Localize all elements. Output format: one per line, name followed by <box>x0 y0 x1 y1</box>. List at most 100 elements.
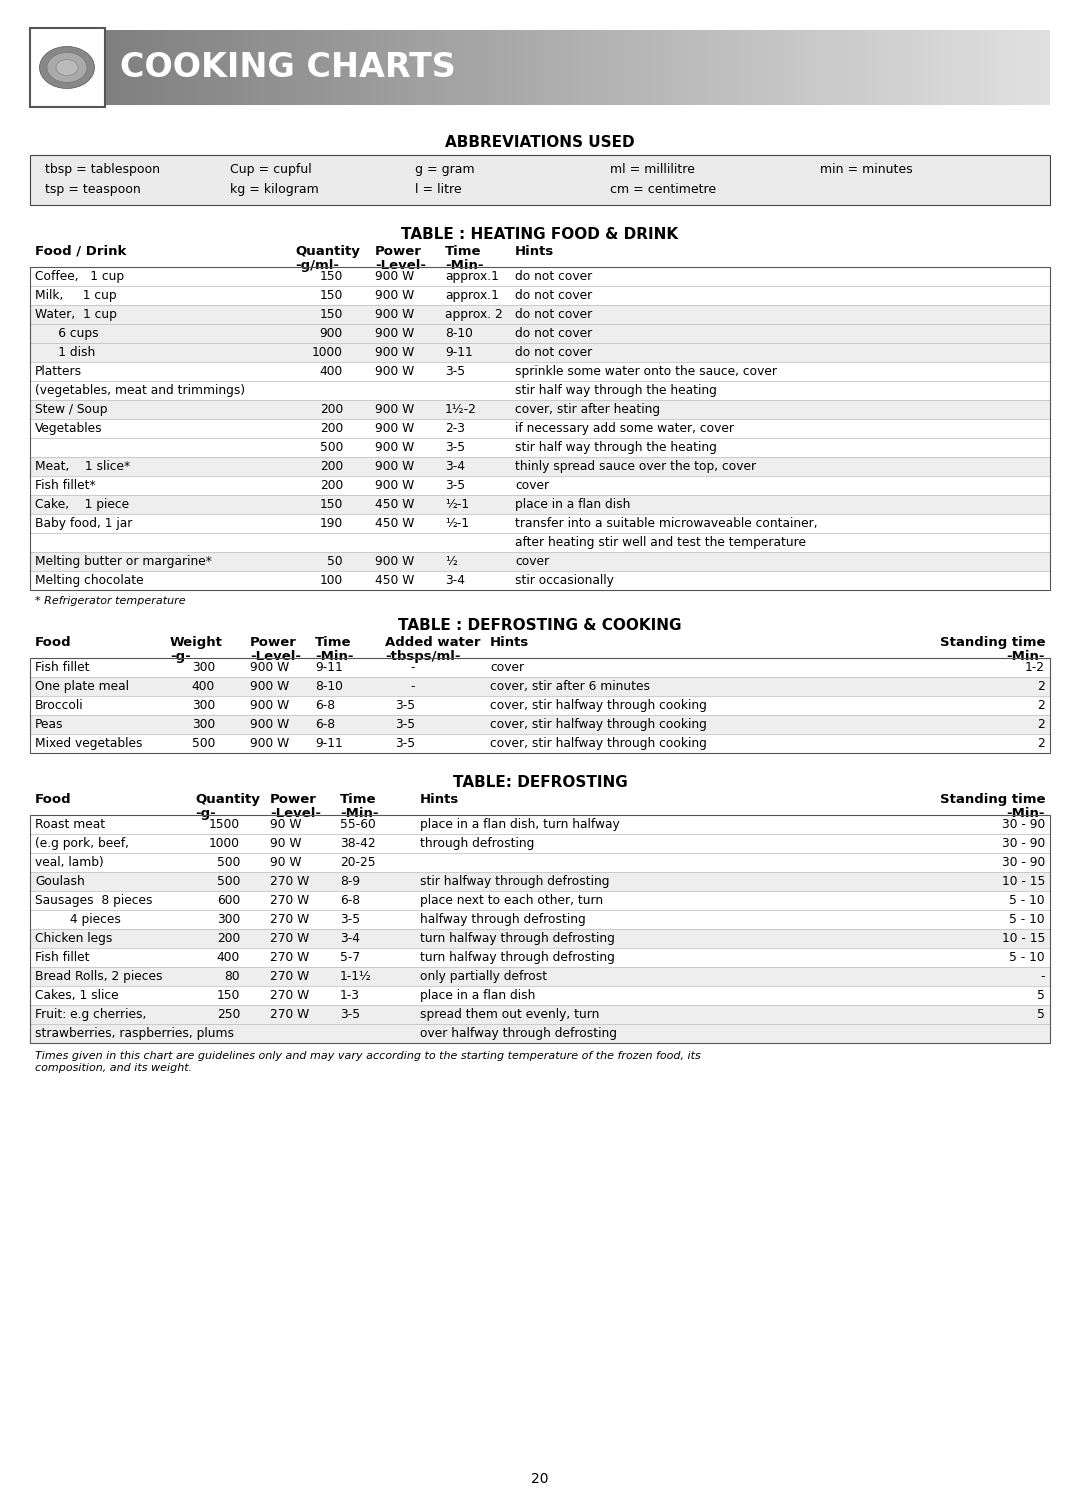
Bar <box>30 815 1050 833</box>
Bar <box>238 30 242 105</box>
Text: Food / Drink: Food / Drink <box>35 246 126 258</box>
Bar <box>624 30 630 105</box>
Text: Standing time: Standing time <box>940 793 1045 806</box>
Bar <box>535 30 540 105</box>
Text: 270 W: 270 W <box>270 1008 309 1022</box>
Text: 270 W: 270 W <box>270 913 309 925</box>
Bar <box>705 30 710 105</box>
Bar <box>256 30 261 105</box>
Ellipse shape <box>48 53 87 83</box>
Bar <box>30 853 1050 873</box>
Bar <box>639 30 644 105</box>
Text: Coffee,   1 cup: Coffee, 1 cup <box>35 270 124 283</box>
Text: ½-1: ½-1 <box>445 517 469 530</box>
Text: cover, stir halfway through cooking: cover, stir halfway through cooking <box>490 737 707 750</box>
Text: Food: Food <box>35 636 71 650</box>
Bar <box>427 30 431 105</box>
Text: 30 - 90: 30 - 90 <box>1002 836 1045 850</box>
Bar <box>809 30 813 105</box>
Text: Power: Power <box>375 246 422 258</box>
Text: 6-8: 6-8 <box>315 717 335 731</box>
Bar <box>435 30 441 105</box>
Bar <box>823 30 828 105</box>
Text: 3-4: 3-4 <box>445 574 465 588</box>
Bar <box>30 659 1050 677</box>
Bar <box>606 30 610 105</box>
Text: 5-7: 5-7 <box>340 951 360 964</box>
Bar <box>813 30 819 105</box>
Text: Sausages  8 pieces: Sausages 8 pieces <box>35 894 152 907</box>
Text: 1-3: 1-3 <box>340 989 360 1002</box>
Bar <box>30 873 1050 891</box>
Bar <box>30 155 1050 205</box>
Text: Melting butter or margarine*: Melting butter or margarine* <box>35 555 212 568</box>
Text: 900 W: 900 W <box>375 307 415 321</box>
Bar <box>521 30 526 105</box>
Text: (e.g pork, beef,: (e.g pork, beef, <box>35 836 129 850</box>
Text: 900 W: 900 W <box>375 479 415 491</box>
Text: 10 - 15: 10 - 15 <box>1001 931 1045 945</box>
Text: only partially defrost: only partially defrost <box>420 971 548 983</box>
Text: 3-5: 3-5 <box>395 717 415 731</box>
Bar <box>30 815 1050 1043</box>
Text: 900 W: 900 W <box>375 327 415 341</box>
Bar <box>148 30 152 105</box>
Bar <box>1022 30 1026 105</box>
Text: 300: 300 <box>192 699 215 711</box>
Text: 500: 500 <box>320 442 343 454</box>
Text: transfer into a suitable microwaveable container,: transfer into a suitable microwaveable c… <box>515 517 818 530</box>
Bar <box>1036 30 1040 105</box>
Bar <box>994 30 998 105</box>
Bar <box>483 30 488 105</box>
Bar <box>171 30 176 105</box>
Bar <box>795 30 799 105</box>
Bar <box>936 30 942 105</box>
Bar <box>403 30 407 105</box>
Bar <box>885 30 889 105</box>
Text: 3-4: 3-4 <box>445 460 465 473</box>
Text: 1-1½: 1-1½ <box>340 971 372 983</box>
Bar <box>110 30 114 105</box>
Text: ABBREVIATIONS USED: ABBREVIATIONS USED <box>445 136 635 151</box>
Text: 6-8: 6-8 <box>315 699 335 711</box>
Text: 5 - 10: 5 - 10 <box>1010 913 1045 925</box>
Bar <box>904 30 908 105</box>
Bar <box>30 267 1050 286</box>
Text: 1000: 1000 <box>312 347 343 359</box>
Text: COOKING CHARTS: COOKING CHARTS <box>120 51 456 84</box>
Bar <box>540 30 544 105</box>
Bar <box>322 30 327 105</box>
Text: * Refrigerator temperature: * Refrigerator temperature <box>35 595 186 606</box>
Bar <box>1045 30 1050 105</box>
Text: 8-10: 8-10 <box>315 680 342 693</box>
Text: -g/ml-: -g/ml- <box>295 259 339 271</box>
Bar <box>610 30 616 105</box>
Text: -Min-: -Min- <box>1007 808 1045 820</box>
Bar <box>478 30 483 105</box>
Text: TABLE: DEFROSTING: TABLE: DEFROSTING <box>453 775 627 790</box>
Text: 900 W: 900 W <box>249 699 289 711</box>
Bar <box>710 30 715 105</box>
Bar <box>980 30 984 105</box>
Text: through defrosting: through defrosting <box>420 836 535 850</box>
Text: One plate meal: One plate meal <box>35 680 129 693</box>
Bar <box>389 30 393 105</box>
Text: 900 W: 900 W <box>375 460 415 473</box>
Text: Added water: Added water <box>384 636 481 650</box>
Bar <box>138 30 143 105</box>
Text: -: - <box>410 680 415 693</box>
Bar <box>691 30 696 105</box>
Text: do not cover: do not cover <box>515 270 592 283</box>
Bar <box>564 30 568 105</box>
Bar <box>681 30 686 105</box>
Text: spread them out evenly, turn: spread them out evenly, turn <box>420 1008 599 1022</box>
Text: stir occasionally: stir occasionally <box>515 574 613 588</box>
Bar <box>30 514 1050 533</box>
Bar <box>908 30 913 105</box>
Bar <box>715 30 719 105</box>
Bar <box>30 552 1050 571</box>
Bar <box>927 30 932 105</box>
Bar <box>653 30 658 105</box>
Text: 2: 2 <box>1037 680 1045 693</box>
Bar <box>998 30 1002 105</box>
